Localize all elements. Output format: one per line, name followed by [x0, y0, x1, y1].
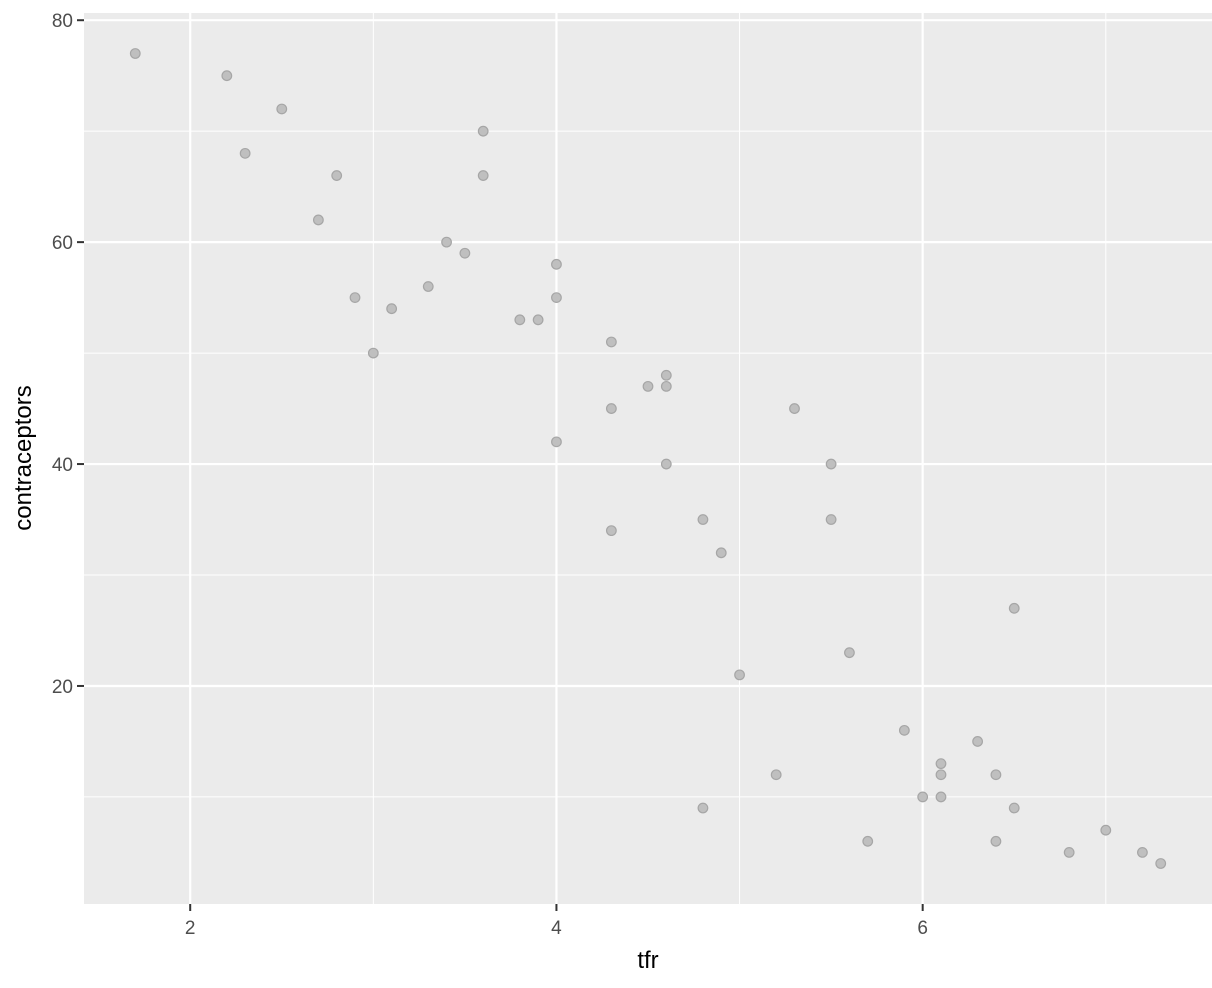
- data-point: [825, 514, 837, 525]
- data-point: [917, 791, 929, 803]
- data-point: [642, 380, 654, 392]
- data-point: [349, 292, 361, 304]
- axis-ticks: 2 4 6 20 40 60 80: [52, 11, 928, 939]
- x-axis-label: tfr: [637, 947, 658, 974]
- data-point: [734, 669, 745, 681]
- data-point: [1008, 802, 1020, 814]
- data-points: [129, 48, 1167, 869]
- data-point: [990, 769, 1002, 781]
- y-tick-label: 20: [52, 677, 73, 698]
- data-point: [697, 514, 709, 525]
- data-point: [1100, 824, 1112, 836]
- data-point: [312, 214, 324, 226]
- data-point: [825, 458, 837, 470]
- data-point: [239, 147, 251, 159]
- data-point: [129, 48, 141, 59]
- data-point: [386, 303, 398, 315]
- data-point: [935, 791, 947, 803]
- data-point: [660, 369, 672, 381]
- data-point: [551, 292, 562, 304]
- grid-lines: [84, 13, 1212, 904]
- y-tick-label: 80: [52, 11, 73, 32]
- data-point: [1008, 602, 1020, 614]
- y-tick-label: 40: [52, 455, 73, 476]
- data-point: [898, 724, 910, 736]
- data-point: [551, 258, 562, 270]
- data-point: [715, 547, 727, 559]
- data-point: [844, 647, 855, 659]
- data-point: [660, 458, 672, 470]
- data-point: [660, 380, 672, 392]
- data-point: [1155, 858, 1167, 869]
- data-point: [605, 525, 617, 537]
- x-tick-label: 6: [917, 918, 928, 939]
- y-axis-label: contraceptors: [10, 385, 37, 530]
- y-tick-label: 60: [52, 233, 73, 254]
- data-point: [477, 170, 489, 181]
- data-point: [605, 403, 617, 414]
- data-point: [605, 336, 617, 348]
- data-point: [422, 281, 434, 292]
- data-point: [477, 125, 489, 137]
- x-tick-label: 2: [185, 918, 196, 939]
- plot-panel: [84, 13, 1212, 904]
- data-point: [276, 103, 288, 115]
- data-point: [789, 403, 800, 414]
- data-point: [441, 236, 452, 248]
- data-point: [459, 247, 471, 259]
- data-point: [972, 736, 984, 747]
- data-point: [514, 314, 526, 326]
- data-point: [1063, 847, 1075, 858]
- data-point: [935, 769, 947, 781]
- x-tick-label: 4: [551, 918, 562, 939]
- data-point: [367, 347, 379, 359]
- data-point: [1137, 847, 1148, 858]
- data-point: [697, 802, 709, 814]
- data-point: [770, 769, 782, 781]
- data-point: [862, 835, 874, 847]
- data-point: [551, 436, 562, 448]
- data-point: [935, 758, 947, 770]
- data-point: [331, 170, 343, 181]
- data-point: [532, 314, 544, 326]
- data-point: [990, 835, 1002, 847]
- data-point: [221, 70, 233, 82]
